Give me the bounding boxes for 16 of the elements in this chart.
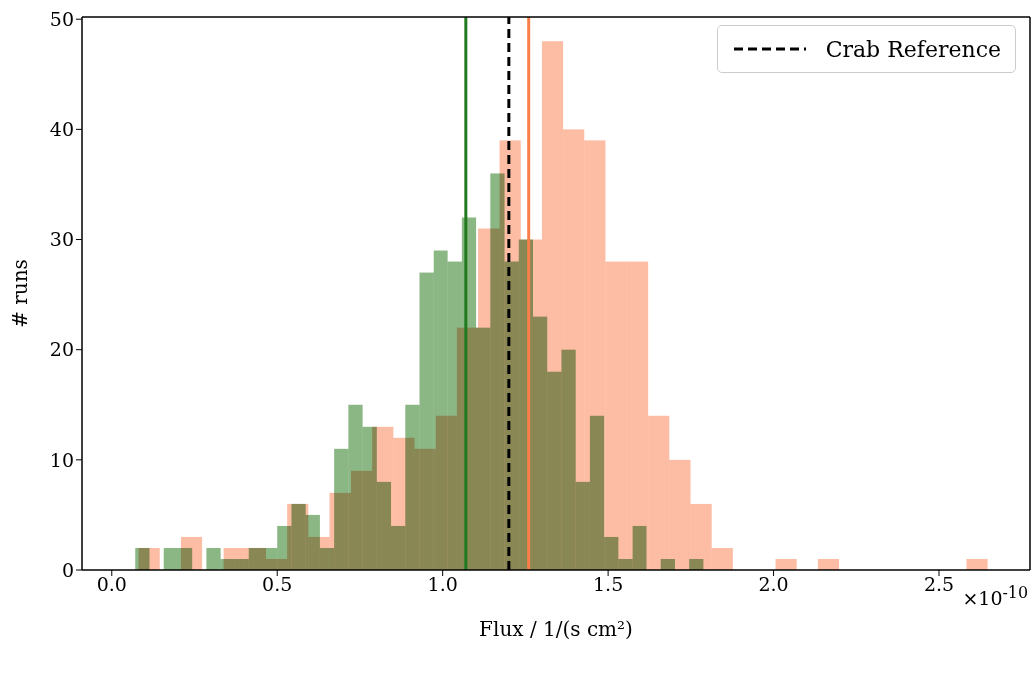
x-tick-label: 0.0 [96,573,127,596]
x-tick-label: 1.0 [427,573,458,596]
x-tick-label: 2.0 [758,573,789,596]
y-tick-label: 50 [49,7,74,30]
y-tick-label: 30 [49,228,74,251]
y-tick-label: 0 [61,558,74,581]
y-axis-title: # runs [8,259,33,328]
x-tick-label: 0.5 [262,573,293,596]
y-tick-label: 40 [49,118,74,141]
x-tick-label: 1.5 [593,573,624,596]
y-tick-label: 10 [49,448,74,471]
y-tick-label: 20 [49,338,74,361]
x-axis-title: Flux / 1/(s cm²) [479,617,633,641]
text: ×10$^{-10}$ [962,583,1028,610]
ref-line-label: Crab Reference [825,36,1001,62]
x-tick-label: 2.5 [923,573,955,596]
